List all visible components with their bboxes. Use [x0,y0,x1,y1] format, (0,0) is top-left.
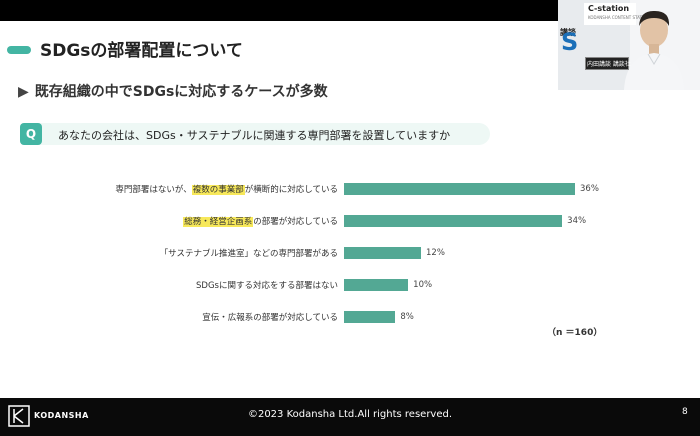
page-number: 8 [682,407,688,417]
bar [344,311,396,323]
kodansha-logo-icon [8,405,30,427]
bar-value-label: 10% [413,280,433,290]
presenter-name: 内田講談 講談社 [587,61,631,68]
presenter-video: C-station KODANSHA CONTENT STATION 講談 S … [558,0,700,90]
slide-footer: KODANSHA ©2023 Kodansha Ltd.All rights r… [0,398,700,436]
bar-value-label: 12% [426,248,445,258]
sample-size-label: （n ＝160） [547,328,603,338]
backdrop-text: 講談 [560,28,576,37]
bar [344,279,409,291]
question-text: あなたの会社は、SDGs・サステナブルに関連する専門部署を設置していますか [58,129,451,142]
slide-title: SDGsの部署配置について [40,41,243,61]
bar-label-text: 「サステナブル推進室」などの専門部署がある [159,249,338,259]
bar-label-text: が横断的に対応している [244,185,338,195]
bar [344,183,575,195]
bar-label-text: の部署が対応している [253,217,338,227]
bar-label: 総務・経営企画系の部署が対応している [183,215,338,227]
slide-subtitle: ▶ 既存組織の中でSDGsに対応するケースが多数 [18,81,328,101]
presenter-nameplate [585,57,629,70]
bar-label-highlight: 総務・経営企画系 [183,217,254,227]
triangle-bullet-icon: ▶ [18,84,29,100]
title-accent-bar [7,46,31,54]
bar-label-text: SDGsに関する対応をする部署はない [196,281,338,291]
station-sign [584,3,636,25]
subtitle-text: 既存組織の中でSDGsに対応するケースが多数 [34,84,328,100]
footer-logo-text: KODANSHA [34,411,89,420]
bar-label-highlight: 複数の事業部 [191,185,245,195]
bar-label: SDGsに関する対応をする部署はない [196,279,338,291]
station-label: C-station [588,4,630,13]
question-box [20,123,490,145]
bar [344,215,563,227]
bar-label-text: 宣伝・広報系の部署が対応している [202,313,338,323]
bar-label: 専門部署はないが、複数の事業部が横断的に対応している [115,183,338,195]
bar [344,247,421,259]
bar-value-label: 34% [567,216,587,226]
question-badge: Q [20,123,42,145]
backdrop-logo-letter: S [561,28,579,56]
bar-value-label: 8% [400,312,414,322]
copyright-text: ©2023 Kodansha Ltd.All rights reserved. [247,409,453,420]
bar-label-text: 専門部署はないが、 [115,185,192,195]
presenter-figure [624,10,684,90]
bar-label: 「サステナブル推進室」などの専門部署がある [160,247,338,259]
bar-label: 宣伝・広報系の部署が対応している [202,311,338,323]
station-sublabel: KODANSHA CONTENT STATION [588,15,650,20]
bar-value-label: 36% [580,184,599,194]
